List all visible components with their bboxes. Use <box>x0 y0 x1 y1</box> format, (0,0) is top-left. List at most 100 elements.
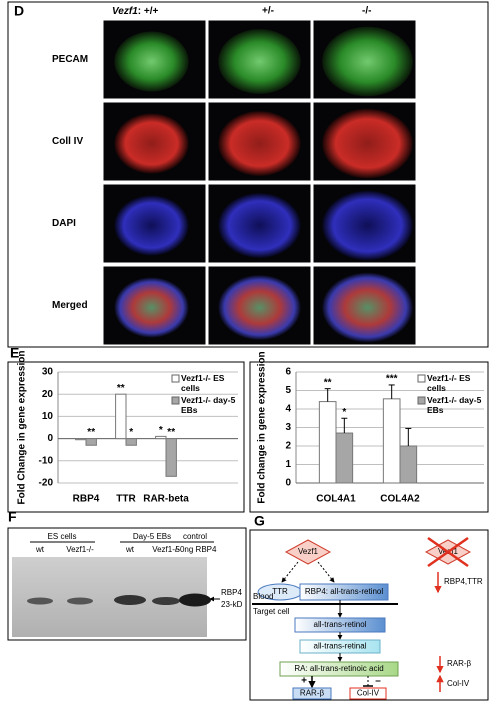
significance-marker: * <box>159 425 163 436</box>
blot-band <box>114 595 146 605</box>
x-tick-label: RBP4 <box>73 494 100 505</box>
y-tick-label: 2 <box>285 441 291 452</box>
bar <box>115 393 127 440</box>
band-label: RBP4 <box>221 588 242 597</box>
activation-sign: + <box>301 676 307 687</box>
legend-label: Vezf1-/- ES cells <box>181 373 225 393</box>
x-tick-label: COL4A2 <box>380 494 420 505</box>
lane-label: Vezf1-/- <box>152 545 180 554</box>
micrograph-tissue <box>114 195 189 256</box>
blot <box>12 557 207 637</box>
compartment-label: Target cell <box>253 607 290 616</box>
bar <box>335 432 354 484</box>
micrograph-tissue <box>322 26 413 97</box>
bar <box>382 398 401 484</box>
lane-label: wt <box>125 545 135 554</box>
legend-swatch <box>171 374 180 383</box>
bar <box>125 438 137 446</box>
y-tick-label: -10 <box>39 455 54 466</box>
bar <box>399 445 418 484</box>
significance-marker: ** <box>167 427 175 438</box>
y-tick-label: 5 <box>285 385 291 396</box>
micrograph-tissue <box>114 113 189 174</box>
node-label: RA: all-trans-retinoic acid <box>294 664 383 673</box>
y-tick-label: 1 <box>285 459 291 470</box>
micrograph-tissue <box>114 277 189 338</box>
significance-marker: * <box>342 407 346 418</box>
significance-marker: ** <box>117 383 125 394</box>
node-label: Vezf1 <box>298 547 319 556</box>
micrograph-tissue <box>322 272 413 343</box>
y-tick-label: 20 <box>42 389 54 400</box>
significance-marker: ** <box>324 377 332 388</box>
panel-border <box>249 529 489 701</box>
bar <box>155 435 167 440</box>
bar <box>165 438 177 477</box>
panel-label: D <box>14 3 24 19</box>
deletion-cross <box>427 536 469 568</box>
node-label: Col-IV <box>357 689 380 698</box>
y-tick-label: 6 <box>285 367 291 378</box>
node-label: all-trans-retinol <box>314 620 367 629</box>
node-label: TTR <box>272 587 288 596</box>
gene-name: Vezf1 <box>112 6 138 17</box>
y-tick-label: 0 <box>47 433 53 444</box>
x-tick-label: RAR-beta <box>143 494 189 505</box>
row-label: DAPI <box>52 218 76 229</box>
panel-label: F <box>8 509 17 525</box>
rbp4-node <box>299 583 389 601</box>
micrograph-tissue <box>218 193 301 258</box>
bar <box>75 438 87 441</box>
micrograph-tissue <box>218 275 301 340</box>
y-tick-label: 4 <box>285 404 291 415</box>
significance-marker: *** <box>386 374 398 385</box>
arrow <box>281 561 299 583</box>
node-label: RAR-β <box>300 689 325 698</box>
legend-label: Vezf1-/- day-5 EBs <box>427 395 482 415</box>
legend-entry: Vezf1-/- ES cells <box>427 373 471 393</box>
panel-border <box>249 361 489 513</box>
legend-entry: Vezf1-/- ES cells <box>181 373 225 393</box>
micrograph-tissue <box>322 190 413 261</box>
node-label: RBP4: all-trans-retinol <box>305 587 383 596</box>
significance-marker: ** <box>87 427 95 438</box>
micrograph-grid: PECAM Coll IV DAPI Merged <box>52 19 417 346</box>
group-label: control <box>183 532 207 541</box>
legend-entry: Vezf1-/- day-5 EBs <box>181 395 236 415</box>
group-label: Day-5 EBs <box>133 532 171 541</box>
genotype: : +/+ <box>138 6 159 17</box>
y-tick-label: -20 <box>39 478 54 489</box>
blot-band <box>67 597 93 605</box>
effect-label: Col-IV <box>447 679 470 688</box>
panel-border <box>7 527 247 641</box>
column-header: -/- <box>362 6 371 17</box>
column-header: Vezf1: +/+ <box>112 6 158 17</box>
effect-label: RBP4,TTR <box>444 577 483 586</box>
vezf1-node <box>284 539 332 565</box>
arrow <box>317 561 335 583</box>
bar <box>318 401 337 484</box>
panel-label: G <box>254 513 265 529</box>
y-tick-label: 0 <box>285 478 291 489</box>
column-header: +/- <box>262 6 274 17</box>
y-tick-label: 30 <box>42 367 54 378</box>
y-tick-label: 3 <box>285 422 291 433</box>
micrograph-tissue <box>114 31 189 92</box>
row-label: Coll IV <box>52 136 83 147</box>
lane-label: Vezf1-/- <box>66 545 94 554</box>
legend-swatch <box>417 396 426 405</box>
blot-band <box>27 597 53 605</box>
micrograph-tissue <box>218 111 301 176</box>
node-label: all-trans-retinal <box>314 642 367 651</box>
effect-label: RAR-β <box>447 659 472 668</box>
legend-label: Vezf1-/- ES cells <box>427 373 471 393</box>
ra-node <box>279 661 399 677</box>
legend-swatch <box>417 374 426 383</box>
x-tick-label: TTR <box>116 494 136 505</box>
legend-entry: Vezf1-/- day-5 EBs <box>427 395 482 415</box>
legend-label: Vezf1-/- day-5 EBs <box>181 395 236 415</box>
y-tick-label: 10 <box>42 411 54 422</box>
y-axis-label: Fold change in gene expression <box>257 351 268 503</box>
